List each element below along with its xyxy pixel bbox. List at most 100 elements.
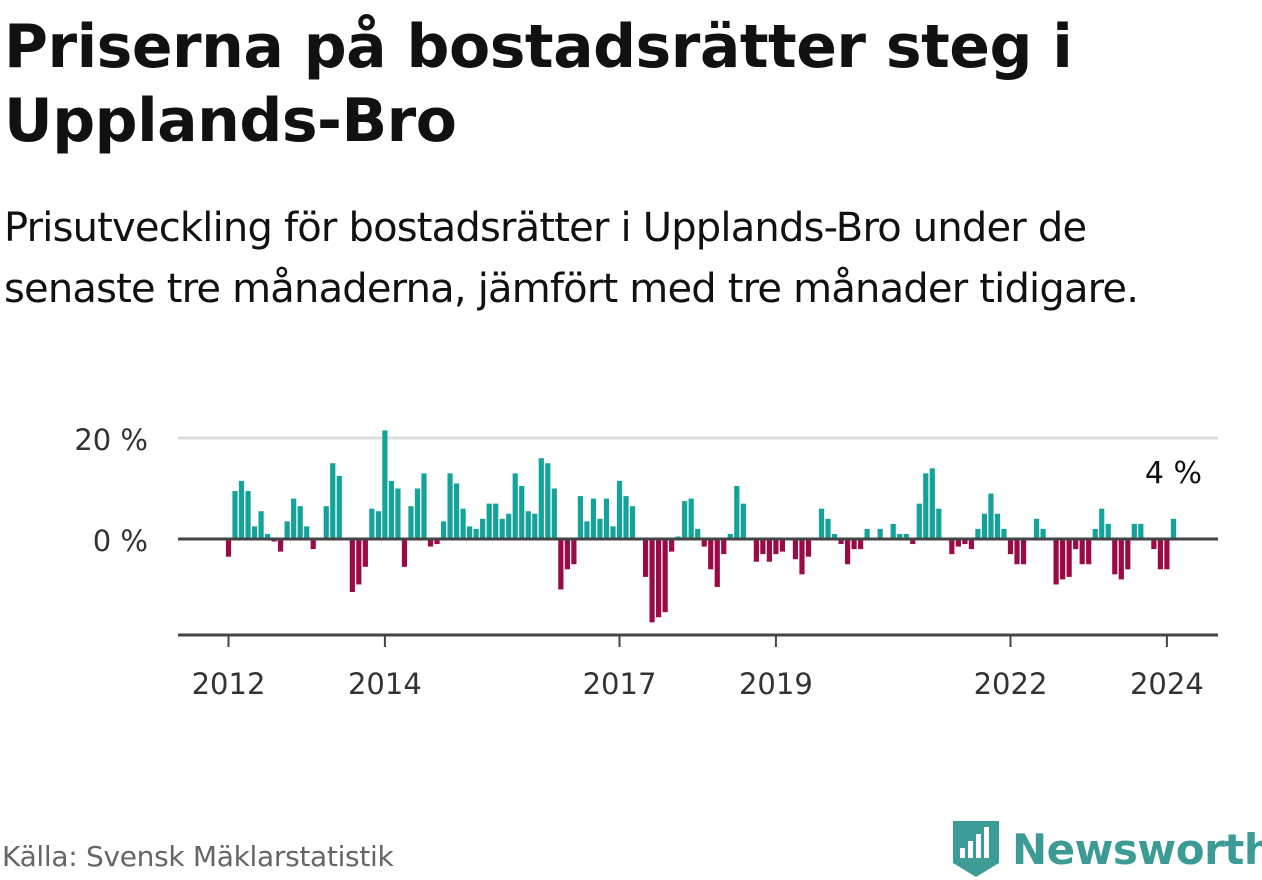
bar (779, 539, 786, 552)
bar (1014, 539, 1020, 565)
bar (375, 511, 381, 539)
bar (427, 539, 434, 547)
bar (818, 508, 825, 539)
y-tick-label: 0 % (93, 524, 148, 558)
bar (929, 468, 935, 539)
bar (349, 539, 355, 593)
bars-layer (225, 430, 1177, 623)
bar (831, 533, 838, 539)
bar (238, 480, 245, 539)
bar (577, 496, 583, 539)
bar (753, 539, 759, 562)
bar (1125, 539, 1131, 570)
bar (1099, 508, 1105, 539)
bar (936, 508, 942, 539)
bar (258, 511, 264, 539)
bar (525, 511, 531, 539)
bar (590, 498, 597, 539)
bar (1033, 518, 1040, 539)
axis-layer (178, 537, 1218, 647)
bar (1079, 539, 1085, 565)
x-tick-label: 2017 (583, 667, 657, 701)
bar (910, 539, 916, 545)
bar (623, 496, 629, 539)
y-tick-label: 20 % (74, 423, 148, 457)
bar (232, 491, 238, 539)
bar (473, 528, 479, 539)
bar (499, 518, 505, 539)
bar (323, 506, 329, 539)
bar (975, 528, 981, 539)
bar (616, 480, 623, 539)
bar (336, 475, 342, 540)
bar (1105, 523, 1111, 539)
bar (1131, 523, 1137, 539)
chart-subtitle: Prisutveckling för bostadsrätter i Uppla… (4, 205, 1139, 312)
x-tick-label: 2022 (974, 667, 1048, 701)
bar (408, 506, 414, 539)
source-note: Källa: Svensk Mäklarstatistik (2, 840, 394, 873)
bar (532, 513, 538, 539)
bar (297, 506, 303, 539)
bar (1040, 528, 1046, 539)
bar (825, 518, 831, 539)
bar (278, 539, 284, 552)
bar (330, 463, 336, 539)
bar (799, 539, 805, 575)
bar (1001, 528, 1007, 539)
bar (962, 539, 968, 545)
bar (766, 539, 772, 562)
bar (401, 539, 408, 567)
bar (558, 539, 564, 590)
bar (310, 539, 316, 550)
bar (453, 483, 460, 539)
bar (571, 539, 577, 565)
bar (1157, 539, 1163, 570)
bar (695, 528, 701, 539)
bar (564, 539, 570, 570)
bar (480, 518, 486, 539)
bar (225, 539, 232, 557)
bar (642, 539, 649, 577)
bar (701, 539, 707, 547)
bar (669, 539, 675, 552)
bar (538, 458, 544, 539)
bar (251, 526, 258, 540)
bar (1073, 539, 1079, 550)
bar (460, 508, 466, 539)
bar (603, 498, 610, 539)
bar (1151, 539, 1157, 550)
bar (304, 526, 310, 540)
bar (890, 523, 896, 539)
brand-name: Newsworthy (1012, 824, 1262, 874)
bar (773, 539, 779, 555)
bar (447, 473, 453, 539)
bar (858, 539, 864, 550)
bar (994, 513, 1001, 539)
bar (245, 491, 251, 539)
bar (284, 521, 290, 539)
bar (421, 473, 427, 539)
bar (1053, 539, 1059, 585)
bar (1170, 518, 1177, 539)
bar (395, 488, 401, 539)
bar (656, 539, 662, 618)
bar (545, 463, 551, 539)
bar (610, 526, 616, 540)
brand-logo[interactable]: Newsworthy (950, 818, 1262, 880)
bar (519, 485, 525, 539)
x-tick-label: 2024 (1130, 667, 1204, 701)
bar (388, 480, 395, 539)
bar (440, 521, 447, 539)
bar (512, 473, 518, 539)
bar (734, 485, 740, 539)
bar (955, 539, 961, 547)
newsworthy-logo-icon (953, 821, 999, 877)
bar (844, 539, 851, 565)
bar (506, 513, 512, 539)
bar (714, 539, 720, 587)
x-tick-label: 2019 (739, 667, 813, 701)
bar (362, 539, 368, 567)
bar (864, 528, 870, 539)
bar (1060, 539, 1066, 580)
